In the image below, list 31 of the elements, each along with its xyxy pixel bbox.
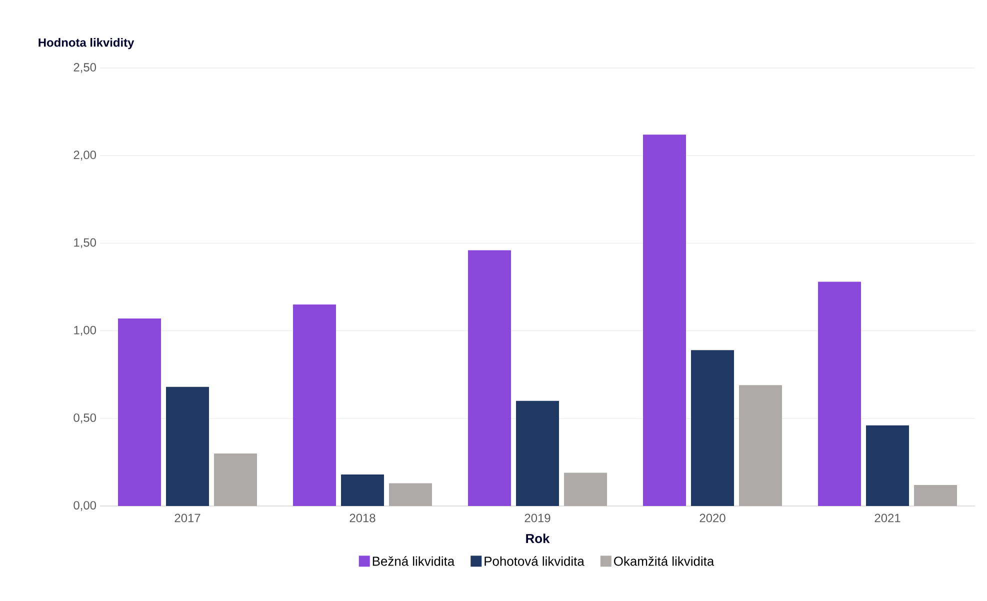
x-tick-label: 2018	[350, 514, 376, 522]
bar	[818, 282, 862, 506]
x-tick-label: 2017	[174, 514, 200, 522]
bar	[214, 453, 257, 506]
bar	[739, 385, 782, 506]
legend-label: Okamžitá likvidita	[614, 556, 714, 566]
y-tick-label: 0,50	[74, 413, 96, 424]
bar	[866, 425, 910, 506]
y-tick-label: 2,50	[74, 63, 96, 73]
bar	[389, 483, 432, 506]
x-tick-label: 2021	[874, 514, 900, 522]
legend-label: Bežná likvidita	[372, 556, 455, 566]
bar	[341, 474, 384, 506]
bar	[468, 250, 512, 506]
y-tick-label: 2,00	[74, 150, 96, 161]
bar	[166, 386, 209, 506]
bar	[293, 304, 336, 506]
x-tick-label: 2019	[524, 514, 550, 522]
bar	[914, 484, 958, 506]
bar	[691, 350, 734, 506]
y-tick-label: 1,50	[74, 238, 96, 248]
y-tick-label: 1,00	[74, 326, 96, 336]
y-axis-title: Hodnota likvidity	[38, 38, 134, 50]
y-tick-label: 0,00	[74, 501, 96, 511]
bar	[516, 400, 560, 506]
x-tick-label: 2020	[700, 514, 726, 522]
bar	[643, 134, 686, 506]
x-axis-title: Rok	[526, 534, 550, 544]
bar	[118, 318, 161, 506]
bar	[564, 472, 608, 506]
legend-label: Pohotová likvidita	[484, 556, 584, 566]
